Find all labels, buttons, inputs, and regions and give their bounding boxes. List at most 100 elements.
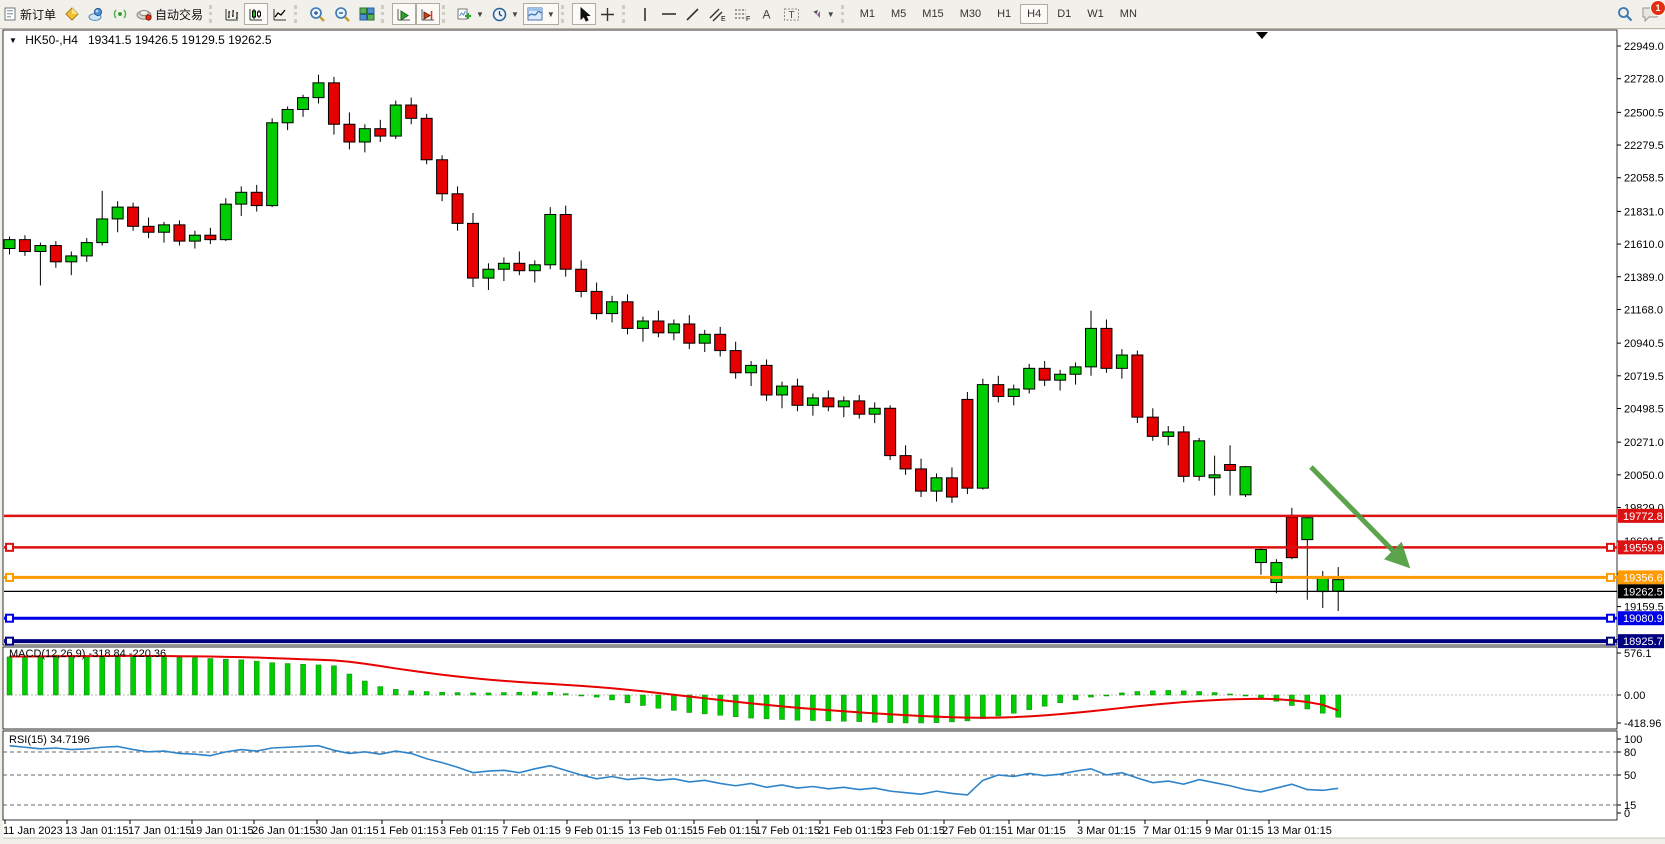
autotrading-button[interactable]: 自动交易 — [132, 3, 207, 25]
horizontal-line-button[interactable] — [657, 3, 681, 25]
macd-histogram-bar — [53, 654, 59, 696]
profile-button[interactable] — [60, 3, 84, 25]
macd-histogram-bar — [99, 655, 105, 696]
price-axis-label: 22949.0 — [1624, 41, 1664, 53]
candle-body — [575, 268, 588, 292]
zoom-out-button[interactable] — [330, 3, 355, 25]
market-watch-button[interactable] — [84, 3, 108, 25]
new-chart-button[interactable]: ▼ — [453, 3, 488, 25]
macd-histogram-bar — [995, 694, 1002, 717]
macd-histogram-bar — [22, 655, 28, 696]
line-endpoint-marker[interactable] — [5, 542, 14, 552]
line-endpoint-marker[interactable] — [1606, 572, 1615, 582]
candle-body — [34, 245, 47, 252]
macd-histogram-bar — [176, 656, 183, 696]
text-button[interactable]: A — [755, 3, 779, 25]
toolbar-grip[interactable] — [621, 5, 629, 23]
line-endpoint-marker[interactable] — [1606, 636, 1615, 646]
line-endpoint-marker[interactable] — [5, 636, 14, 646]
timeframe-button-mn[interactable]: MN — [1113, 4, 1144, 24]
text-icon: A — [763, 8, 771, 22]
line-endpoint-marker[interactable] — [1606, 542, 1615, 552]
candle-body — [868, 407, 881, 415]
timeframe-button-d1[interactable]: D1 — [1050, 4, 1078, 24]
macd-histogram-bar — [532, 691, 538, 696]
candle-body — [451, 193, 464, 224]
toolbar-grip[interactable] — [381, 5, 388, 23]
signals-button[interactable] — [108, 3, 132, 25]
new-order-button[interactable]: 新订单 — [0, 3, 60, 25]
toolbar-grip[interactable] — [442, 5, 449, 23]
macd-histogram-bar — [377, 686, 384, 696]
price-axis-label: 21610.0 — [1624, 239, 1664, 251]
candle-body — [1038, 367, 1051, 381]
search-icon[interactable] — [1617, 6, 1633, 22]
tile-windows-button[interactable] — [355, 3, 379, 25]
toolbar-grip[interactable] — [840, 5, 848, 23]
timeframe-button-w1[interactable]: W1 — [1080, 4, 1111, 24]
line-chart-button[interactable] — [268, 3, 292, 25]
timeframe-button-h1[interactable]: H1 — [990, 4, 1018, 24]
template-button[interactable]: ▼ — [522, 3, 559, 25]
candlestick-chart-button[interactable] — [244, 3, 269, 25]
zoom-in-button[interactable] — [305, 3, 330, 25]
trend-arrow-object[interactable] — [1309, 465, 1411, 569]
trendline-button[interactable] — [681, 3, 705, 25]
macd-histogram-bar — [1165, 690, 1171, 696]
macd-panel — [2, 646, 1618, 730]
macd-histogram-bar — [732, 694, 739, 717]
macd-histogram-bar — [1072, 694, 1079, 701]
line-endpoint-marker[interactable] — [5, 613, 14, 623]
chart-shift-button[interactable] — [416, 3, 441, 25]
equidistant-channel-button[interactable]: E — [705, 3, 730, 25]
macd-histogram-bar — [717, 694, 723, 716]
toolbar-grip[interactable] — [294, 5, 301, 23]
crosshair-button[interactable] — [596, 3, 620, 25]
timeframe-button-m15[interactable]: M15 — [915, 4, 950, 24]
auto-scroll-button[interactable] — [392, 3, 417, 25]
window-group: ▼ ▼ ▼ — [440, 1, 559, 27]
timeframe-button-h4[interactable]: H4 — [1020, 4, 1049, 24]
macd-histogram-bar — [547, 691, 553, 696]
macd-signal-line — [9, 654, 1339, 719]
timeframe-button-m5[interactable]: M5 — [884, 4, 913, 24]
macd-histogram-bar — [578, 694, 584, 697]
toolbar-grip[interactable] — [560, 5, 568, 23]
candle-body — [327, 82, 340, 125]
candle-body — [930, 477, 943, 492]
candlestick-chart-icon — [249, 8, 263, 20]
trendline-icon — [686, 7, 699, 21]
macd-histogram-bar — [516, 691, 523, 696]
macd-histogram-bar — [871, 694, 878, 723]
toolbar-grip[interactable] — [209, 5, 216, 23]
symbol-dropdown-icon[interactable]: ▼ — [9, 36, 17, 45]
candle-body — [297, 97, 310, 110]
macd-histogram-bar — [37, 655, 44, 696]
fibonacci-button[interactable]: F — [730, 3, 755, 25]
period-button[interactable]: ▼ — [488, 3, 523, 25]
last-bar-marker — [1256, 32, 1268, 39]
candle-body — [806, 397, 819, 406]
rsi-axis-label: 0 — [1624, 808, 1630, 820]
candle-body — [513, 262, 526, 272]
new-chart-icon — [457, 8, 472, 20]
line-endpoint-marker[interactable] — [5, 572, 14, 582]
macd-histogram-bar — [253, 660, 260, 696]
vertical-line-button[interactable] — [633, 3, 657, 25]
line-endpoint-marker[interactable] — [1606, 613, 1615, 623]
text-label-button[interactable]: T — [779, 3, 804, 25]
cursor-button[interactable] — [571, 3, 596, 25]
rsi-axis-label: 50 — [1624, 770, 1636, 782]
chart-shift-icon — [421, 8, 435, 20]
time-axis-label: 23 Feb 01:15 — [880, 825, 945, 837]
macd-indicator-label: MACD(12,26,9) -318.84 -220.36 — [9, 648, 167, 660]
bar-chart-button[interactable] — [220, 3, 244, 25]
timeframe-button-m30[interactable]: M30 — [953, 4, 988, 24]
timeframe-button-m1[interactable]: M1 — [853, 4, 882, 24]
arrows-objects-button[interactable]: ▼ — [804, 3, 839, 25]
notifications-button[interactable]: 1 — [1641, 0, 1665, 23]
market-watch-icon — [88, 7, 103, 21]
text-label-icon: T — [783, 8, 799, 21]
time-axis-label: 3 Feb 01:15 — [440, 825, 499, 837]
